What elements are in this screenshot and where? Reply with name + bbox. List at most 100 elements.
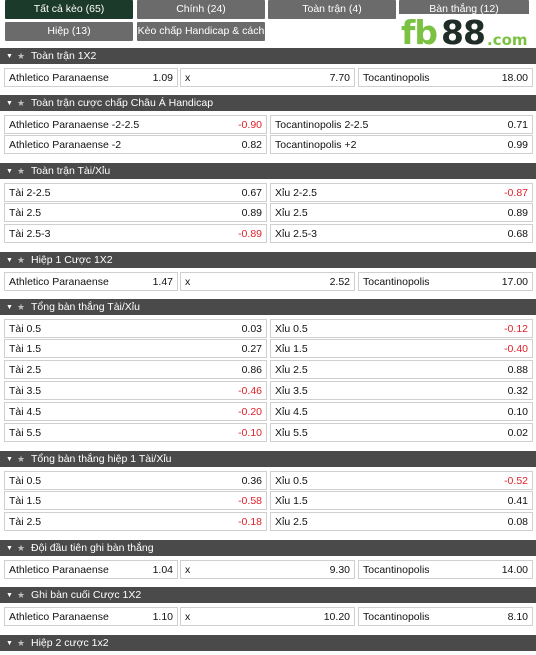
right-odds-cell[interactable]: Xỉu 0.5 -0.12 (270, 319, 533, 338)
left-odds-cell[interactable]: Tài 2.5 -0.18 (4, 512, 267, 531)
draw-odds-cell[interactable]: x 10.20 (180, 607, 355, 626)
section-header[interactable]: ▼ ★ Ghi bàn cuối Cược 1X2 (0, 587, 536, 603)
odds-value: -0.10 (238, 427, 262, 439)
away-odds-cell[interactable]: Tocantinopolis 18.00 (358, 68, 533, 87)
odds-value: 0.27 (241, 343, 262, 355)
left-odds-cell[interactable]: Tài 1.5 -0.58 (4, 491, 267, 510)
left-odds-cell[interactable]: Tài 2.5 0.89 (4, 203, 267, 222)
tab-main[interactable]: Chính (24) (137, 0, 265, 19)
selection-label: Tài 1.5 (9, 495, 42, 507)
selection-label: x (185, 611, 191, 623)
right-odds-cell[interactable]: Tocantinopolis 2-2.5 0.71 (270, 115, 533, 134)
odds-row: Tài 2.5 0.89 Xỉu 2.5 0.89 (0, 203, 536, 222)
collapse-icon[interactable]: ▼ (6, 100, 13, 107)
section-header[interactable]: ▼ ★ Hiệp 2 cược 1x2 (0, 635, 536, 651)
collapse-icon[interactable]: ▼ (6, 53, 13, 60)
favorite-star-icon[interactable]: ★ (16, 51, 26, 61)
selection-label: Tài 5.5 (9, 427, 42, 439)
odds-row: Tài 0.5 0.36 Xỉu 0.5 -0.52 (0, 471, 536, 490)
left-odds-cell[interactable]: Tài 2.5-3 -0.89 (4, 224, 267, 243)
tab-full-time[interactable]: Toàn trận (4) (268, 0, 396, 19)
odds-value: 0.99 (507, 139, 528, 151)
away-odds-cell[interactable]: Tocantinopolis 14.00 (358, 560, 533, 579)
section-header[interactable]: ▼ ★ Đội đầu tiên ghi bàn thắng (0, 540, 536, 556)
section-header[interactable]: ▼ ★ Toàn trận cược chấp Châu Á Handicap (0, 95, 536, 111)
favorite-star-icon[interactable]: ★ (16, 255, 26, 265)
section-header[interactable]: ▼ ★ Hiệp 1 Cược 1X2 (0, 252, 536, 268)
away-odds-cell[interactable]: Tocantinopolis 8.10 (358, 607, 533, 626)
section-header[interactable]: ▼ ★ Toàn trận 1X2 (0, 48, 536, 64)
section-header[interactable]: ▼ ★ Tổng bàn thắng Tài/Xỉu (0, 299, 536, 315)
selection-label: Xỉu 2.5-3 (275, 228, 318, 240)
favorite-star-icon[interactable]: ★ (16, 543, 26, 553)
left-odds-cell[interactable]: Tài 0.5 0.03 (4, 319, 267, 338)
favorite-star-icon[interactable]: ★ (16, 98, 26, 108)
selection-label: Tocantinopolis (363, 276, 430, 288)
odds-row: Tài 2.5 -0.18 Xỉu 2.5 0.08 (0, 512, 536, 531)
right-odds-cell[interactable]: Xỉu 2.5 0.08 (270, 512, 533, 531)
collapse-icon[interactable]: ▼ (6, 168, 13, 175)
odds-value: -0.58 (238, 495, 262, 507)
section-title: Toàn trận 1X2 (31, 50, 97, 62)
right-odds-cell[interactable]: Xỉu 1.5 -0.40 (270, 339, 533, 358)
draw-odds-cell[interactable]: x 2.52 (180, 272, 355, 291)
favorite-star-icon[interactable]: ★ (16, 638, 26, 648)
away-odds-cell[interactable]: Tocantinopolis 17.00 (358, 272, 533, 291)
right-odds-cell[interactable]: Xỉu 2-2.5 -0.87 (270, 183, 533, 202)
odds-row: Tài 2-2.5 0.67 Xỉu 2-2.5 -0.87 (0, 183, 536, 202)
right-odds-cell[interactable]: Xỉu 4.5 0.10 (270, 402, 533, 421)
home-odds-cell[interactable]: Athletico Paranaense 1.47 (4, 272, 178, 291)
collapse-icon[interactable]: ▼ (6, 257, 13, 264)
favorite-star-icon[interactable]: ★ (16, 302, 26, 312)
right-odds-cell[interactable]: Xỉu 2.5-3 0.68 (270, 224, 533, 243)
favorite-star-icon[interactable]: ★ (16, 590, 26, 600)
tab-halves[interactable]: Hiệp (13) (5, 22, 133, 41)
collapse-icon[interactable]: ▼ (6, 304, 13, 311)
home-odds-cell[interactable]: Athletico Paranaense 1.09 (4, 68, 178, 87)
collapse-icon[interactable]: ▼ (6, 456, 13, 463)
logo-domain: .com (487, 31, 528, 49)
collapse-icon[interactable]: ▼ (6, 545, 13, 552)
left-odds-cell[interactable]: Tài 5.5 -0.10 (4, 423, 267, 442)
left-odds-cell[interactable]: Tài 4.5 -0.20 (4, 402, 267, 421)
section-title: Toàn trận Tài/Xỉu (31, 165, 111, 177)
draw-odds-cell[interactable]: x 9.30 (180, 560, 355, 579)
right-odds-cell[interactable]: Xỉu 3.5 0.32 (270, 381, 533, 400)
selection-label: Tài 2.5 (9, 516, 42, 528)
left-odds-cell[interactable]: Tài 1.5 0.27 (4, 339, 267, 358)
odds-value: 0.82 (241, 139, 262, 151)
left-odds-cell[interactable]: Tài 2.5 0.86 (4, 360, 267, 379)
right-odds-cell[interactable]: Xỉu 2.5 0.88 (270, 360, 533, 379)
left-odds-cell[interactable]: Tài 0.5 0.36 (4, 471, 267, 490)
selection-label: Athletico Paranaense (9, 564, 109, 576)
right-odds-cell[interactable]: Xỉu 5.5 0.02 (270, 423, 533, 442)
tab-handicap[interactable]: Kèo chấp Handicap & cách biệt (2) (137, 22, 265, 56)
favorite-star-icon[interactable]: ★ (16, 454, 26, 464)
selection-label: Xỉu 0.5 (275, 323, 308, 335)
left-odds-cell[interactable]: Tài 2-2.5 0.67 (4, 183, 267, 202)
collapse-icon[interactable]: ▼ (6, 592, 13, 599)
section-header[interactable]: ▼ ★ Toàn trận Tài/Xỉu (0, 163, 536, 179)
odds-row: Tài 2.5-3 -0.89 Xỉu 2.5-3 0.68 (0, 224, 536, 243)
right-odds-cell[interactable]: Xỉu 1.5 0.41 (270, 491, 533, 510)
odds-value: 1.47 (152, 276, 173, 288)
left-odds-cell[interactable]: Athletico Paranaense -2-2.5 -0.90 (4, 115, 267, 134)
tab-all-markets[interactable]: Tất cả kèo (65) (5, 0, 133, 19)
left-odds-cell[interactable]: Athletico Paranaense -2 0.82 (4, 135, 267, 154)
right-odds-cell[interactable]: Xỉu 2.5 0.89 (270, 203, 533, 222)
odds-value: 0.08 (507, 516, 528, 528)
odds-row: Tài 1.5 0.27 Xỉu 1.5 -0.40 (0, 339, 536, 358)
section-title: Hiệp 1 Cược 1X2 (31, 254, 113, 266)
right-odds-cell[interactable]: Tocantinopolis +2 0.99 (270, 135, 533, 154)
section-header[interactable]: ▼ ★ Tổng bàn thắng hiệp 1 Tài/Xỉu (0, 451, 536, 467)
section-title: Ghi bàn cuối Cược 1X2 (31, 589, 142, 601)
odds-row: Tài 0.5 0.03 Xỉu 0.5 -0.12 (0, 319, 536, 338)
left-odds-cell[interactable]: Tài 3.5 -0.46 (4, 381, 267, 400)
home-odds-cell[interactable]: Athletico Paranaense 1.10 (4, 607, 178, 626)
home-odds-cell[interactable]: Athletico Paranaense 1.04 (4, 560, 178, 579)
collapse-icon[interactable]: ▼ (6, 640, 13, 647)
market-section-toan-tran-cuoc-chap-chau-a-handicap: ▼ ★ Toàn trận cược chấp Châu Á Handicap Ath… (0, 95, 536, 154)
right-odds-cell[interactable]: Xỉu 0.5 -0.52 (270, 471, 533, 490)
draw-odds-cell[interactable]: x 7.70 (180, 68, 355, 87)
favorite-star-icon[interactable]: ★ (16, 166, 26, 176)
